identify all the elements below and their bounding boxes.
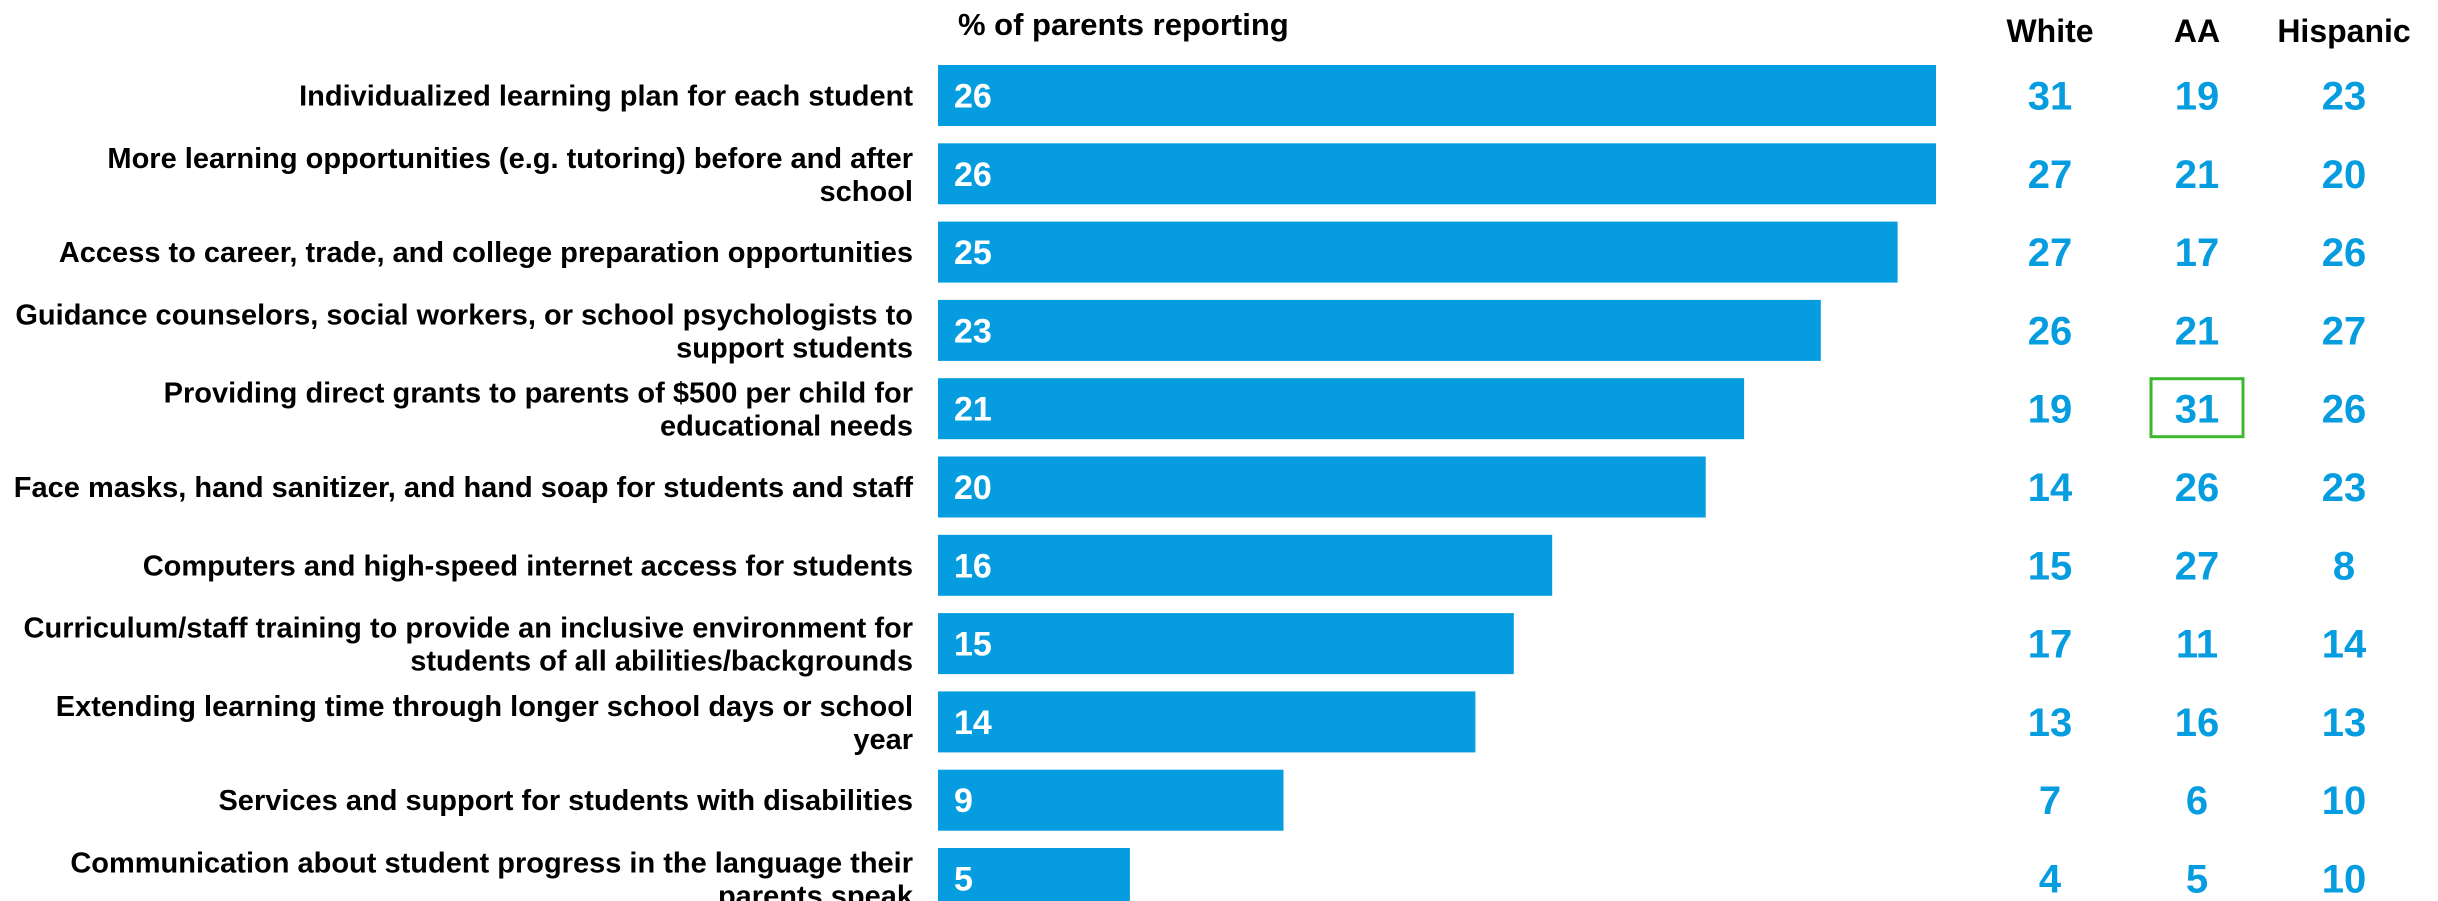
- breakdown-value: 19: [2028, 388, 2073, 432]
- breakdown-value: 10: [2322, 779, 2367, 823]
- category-label: Communication about student progress in …: [70, 848, 914, 901]
- bar-value-label: 5: [954, 861, 973, 899]
- category-label: Face masks, hand sanitizer, and hand soa…: [14, 472, 914, 504]
- breakdown-value: 20: [2322, 153, 2367, 197]
- bar-value-label: 26: [954, 78, 992, 116]
- category-label: Providing direct grants to parents of $5…: [164, 378, 913, 443]
- bar-value-label: 16: [954, 547, 992, 585]
- category-label: Computers and high-speed internet access…: [143, 550, 913, 582]
- breakdown-value: 26: [2175, 466, 2220, 510]
- chart-title: % of parents reporting: [958, 7, 1289, 42]
- breakdown-value: 27: [2028, 231, 2073, 275]
- breakdown-value: 6: [2186, 779, 2208, 823]
- bars: 26 26 25 23 21 20 16 15 14 9 5: [938, 65, 1936, 901]
- bar: [938, 769, 1284, 831]
- bar-value-label: 23: [954, 312, 992, 350]
- category-label: Individualized learning plan for each st…: [299, 81, 913, 113]
- breakdown-value: 27: [2322, 309, 2367, 353]
- bar-value-label: 21: [954, 391, 992, 429]
- bar: [938, 65, 1936, 126]
- breakdown-value: 14: [2028, 466, 2073, 510]
- bar-value-label: 26: [954, 156, 992, 194]
- bar: [938, 143, 1936, 205]
- bar-value-label: 9: [954, 782, 973, 820]
- category-label: More learning opportunities (e.g. tutori…: [107, 143, 913, 208]
- category-label: Services and support for students with d…: [218, 785, 913, 817]
- highlight-box: [2149, 377, 2245, 439]
- breakdown-value: 17: [2028, 623, 2073, 667]
- category-label: Curriculum/staff training to provide an …: [24, 613, 913, 678]
- breakdown-value: 23: [2322, 75, 2367, 119]
- column-header: Hispanic: [2277, 13, 2410, 49]
- category-label: Extending learning time through longer s…: [56, 691, 913, 756]
- breakdown-value: 7: [2039, 779, 2061, 823]
- bar-value-label: 25: [954, 234, 992, 272]
- category-label: Access to career, trade, and college pre…: [59, 237, 913, 269]
- breakdown-value: 14: [2322, 623, 2367, 667]
- breakdown-value: 10: [2322, 858, 2367, 901]
- breakdown-value: 26: [2322, 231, 2367, 275]
- breakdown-value: 27: [2175, 544, 2220, 588]
- bar: [938, 534, 1553, 596]
- bar: [938, 221, 1898, 283]
- breakdown-value: 13: [2028, 701, 2073, 745]
- breakdown-value: 26: [2028, 309, 2073, 353]
- breakdown-value: 31: [2028, 75, 2073, 119]
- bar-value-label: 15: [954, 626, 992, 664]
- breakdown-value: 19: [2175, 75, 2220, 119]
- breakdown-value: 15: [2028, 544, 2073, 588]
- breakdown-value: 26: [2322, 388, 2367, 432]
- column-header: AA: [2174, 13, 2220, 49]
- breakdown-value: 13: [2322, 701, 2367, 745]
- bar: [938, 691, 1476, 753]
- breakdown-value: 27: [2028, 153, 2073, 197]
- bar: [938, 456, 1706, 518]
- breakdown-value: 21: [2175, 309, 2220, 353]
- breakdown-value: 11: [2176, 623, 2218, 667]
- breakdown-value: 16: [2175, 701, 2220, 745]
- bar-value-label: 14: [954, 704, 992, 742]
- column-header: White: [2006, 13, 2093, 49]
- breakdown-value: 8: [2333, 544, 2355, 588]
- bar-value-label: 20: [954, 469, 992, 507]
- breakdown-value: 21: [2175, 153, 2220, 197]
- breakdown-value: 23: [2322, 466, 2367, 510]
- bar: [938, 299, 1821, 361]
- bar: [938, 848, 1130, 901]
- bar: [938, 378, 1745, 440]
- breakdown-value: 4: [2039, 858, 2062, 901]
- category-label: Guidance counselors, social workers, or …: [15, 299, 913, 364]
- breakdown-table: 31 19 23 27 21 20 27 17 26 26 21 27 19 31 26 14 26 23 15 27…: [2006, 13, 2410, 901]
- breakdown-value: 5: [2186, 858, 2208, 901]
- bar: [938, 613, 1514, 675]
- breakdown-value: 17: [2175, 231, 2220, 275]
- category-labels: Individualized learning plan for each st…: [14, 81, 914, 901]
- breakdown-value: 31: [2175, 388, 2220, 432]
